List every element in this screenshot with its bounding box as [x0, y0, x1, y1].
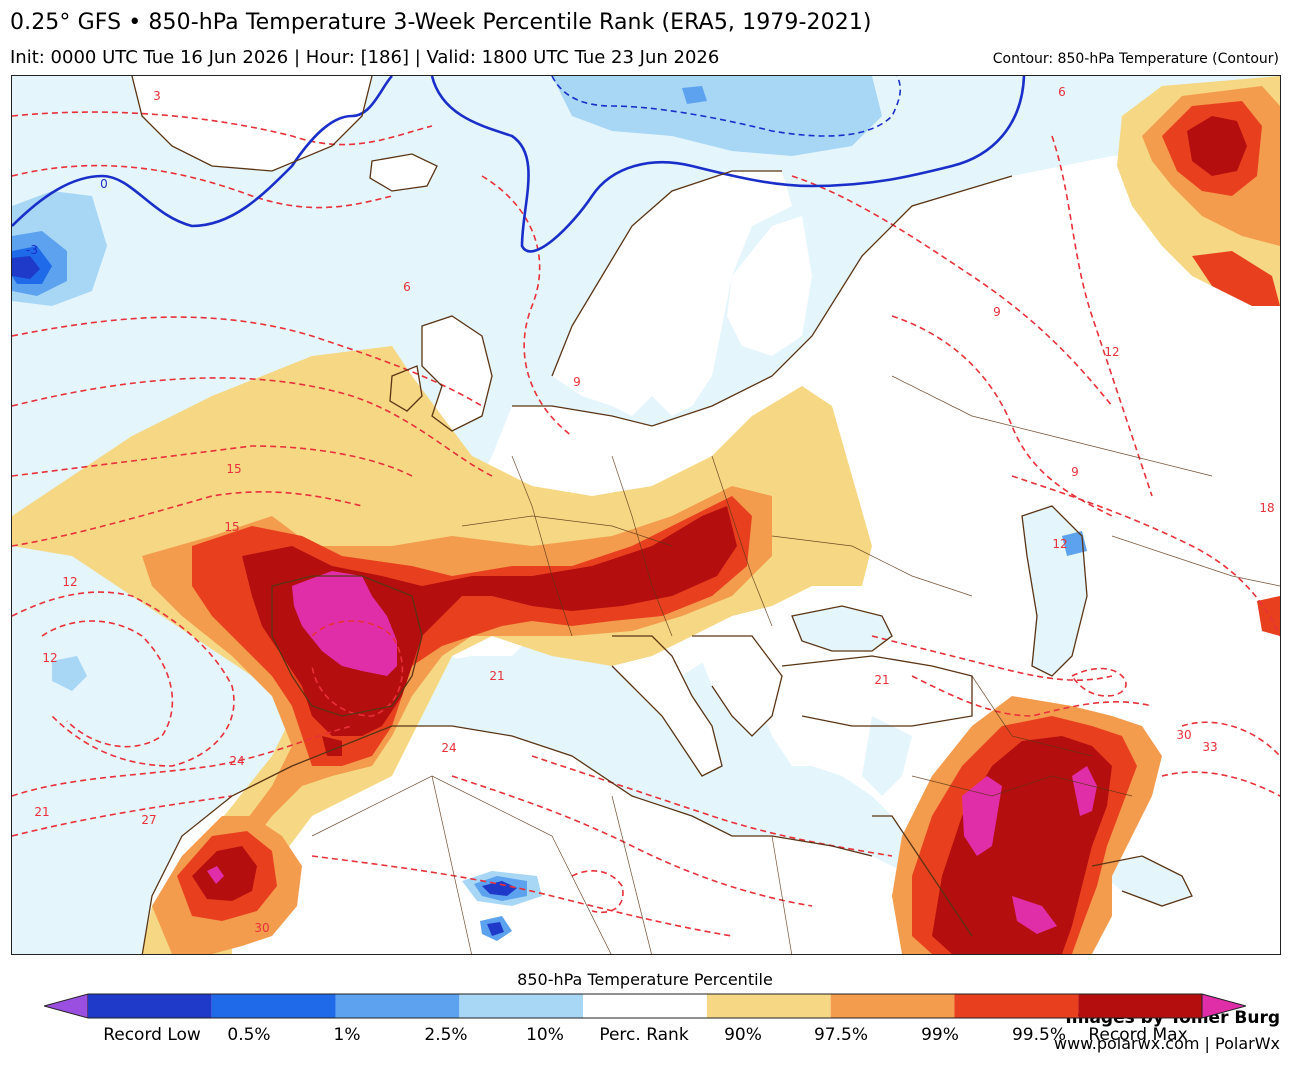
contour-label: 18 [1259, 501, 1274, 515]
colorbar-segment [44, 993, 89, 1019]
colorbar-label: 0.5% [227, 1025, 271, 1045]
contour-label: 27 [141, 813, 156, 827]
contour-label: 12 [42, 651, 57, 665]
percentile-map: 3 0 -3 6 6 9 9 12 12 12 15 15 18 21 21 2… [11, 75, 1281, 955]
colorbar-label: Record Max [1088, 1025, 1188, 1045]
contour-label: 6 [403, 280, 411, 294]
contour-label: 6 [1058, 85, 1066, 99]
colorbar-segment [706, 994, 831, 1018]
map-title: 0.25° GFS • 850-hPa Temperature 3-Week P… [10, 10, 872, 35]
contour-label: 33 [1202, 740, 1217, 754]
credit-website[interactable]: www.polarwx.com | PolarWx [1053, 1034, 1280, 1053]
heat-anomaly-northeast [1117, 76, 1280, 636]
contour-label: 15 [226, 462, 241, 476]
contour-label: 9 [993, 305, 1001, 319]
contour-label: 21 [34, 805, 49, 819]
contour-label: 15 [224, 520, 239, 534]
colorbar-label: Record Low [103, 1025, 201, 1045]
heat-anomaly-nw-africa [152, 816, 302, 954]
borders [311, 375, 1280, 954]
colorbar-label: 99.5% [1011, 1025, 1067, 1045]
contour-note: Contour: 850-hPa Temperature (Contour) [992, 51, 1279, 67]
coastlines [131, 76, 1193, 954]
isotherm-contours [12, 111, 1280, 937]
negative-isotherm [551, 76, 902, 137]
colorbar-label: 10% [526, 1025, 564, 1045]
colorbar-label: 99% [921, 1025, 959, 1045]
contour-label: 12 [1052, 537, 1067, 551]
colorbar-segment [88, 994, 212, 1018]
contour-label: 21 [874, 673, 889, 687]
colorbar-label: 97.5% [813, 1025, 869, 1045]
contour-label: 0 [100, 177, 108, 191]
contour-label: 30 [254, 921, 269, 935]
contour-label: 30 [1176, 728, 1191, 742]
low-percentile-patches [12, 76, 1087, 941]
colorbar-segment [459, 994, 584, 1018]
colorbar-segment [1201, 993, 1246, 1019]
colorbar-segment [583, 994, 707, 1018]
heat-anomaly-west [12, 346, 872, 954]
colorbar-label: 1% [333, 1025, 361, 1045]
contour-label: 12 [62, 575, 77, 589]
colorbar-segment [211, 994, 336, 1018]
colorbar-title: 850-hPa Temperature Percentile [517, 970, 773, 989]
contour-label: 3 [153, 89, 161, 103]
colorbar-segment [335, 994, 460, 1018]
heat-anomaly-middle-east [892, 696, 1162, 954]
colorbar [44, 993, 1246, 1019]
colorbar-border [88, 993, 1202, 1019]
zero-isotherm [12, 76, 1026, 253]
contour-label: 12 [1104, 345, 1119, 359]
contour-labels: 3 0 -3 6 6 9 9 12 12 12 15 15 18 21 21 2… [26, 85, 1275, 935]
colorbar-label: 2.5% [424, 1025, 468, 1045]
contour-label: 9 [1071, 465, 1079, 479]
contour-label: 24 [441, 741, 456, 755]
contour-label: 24 [229, 754, 244, 768]
colorbar-segment [954, 994, 1079, 1018]
contour-label: 9 [573, 375, 581, 389]
colorbar-label: Perc. Rank [599, 1025, 689, 1045]
contour-label: 21 [489, 669, 504, 683]
colorbar-label: 90% [724, 1025, 762, 1045]
run-info: Init: 0000 UTC Tue 16 Jun 2026 | Hour: [… [10, 47, 720, 68]
colorbar-segment [1078, 994, 1202, 1018]
colorbar-segment [830, 994, 955, 1018]
contour-label: -3 [26, 243, 38, 257]
